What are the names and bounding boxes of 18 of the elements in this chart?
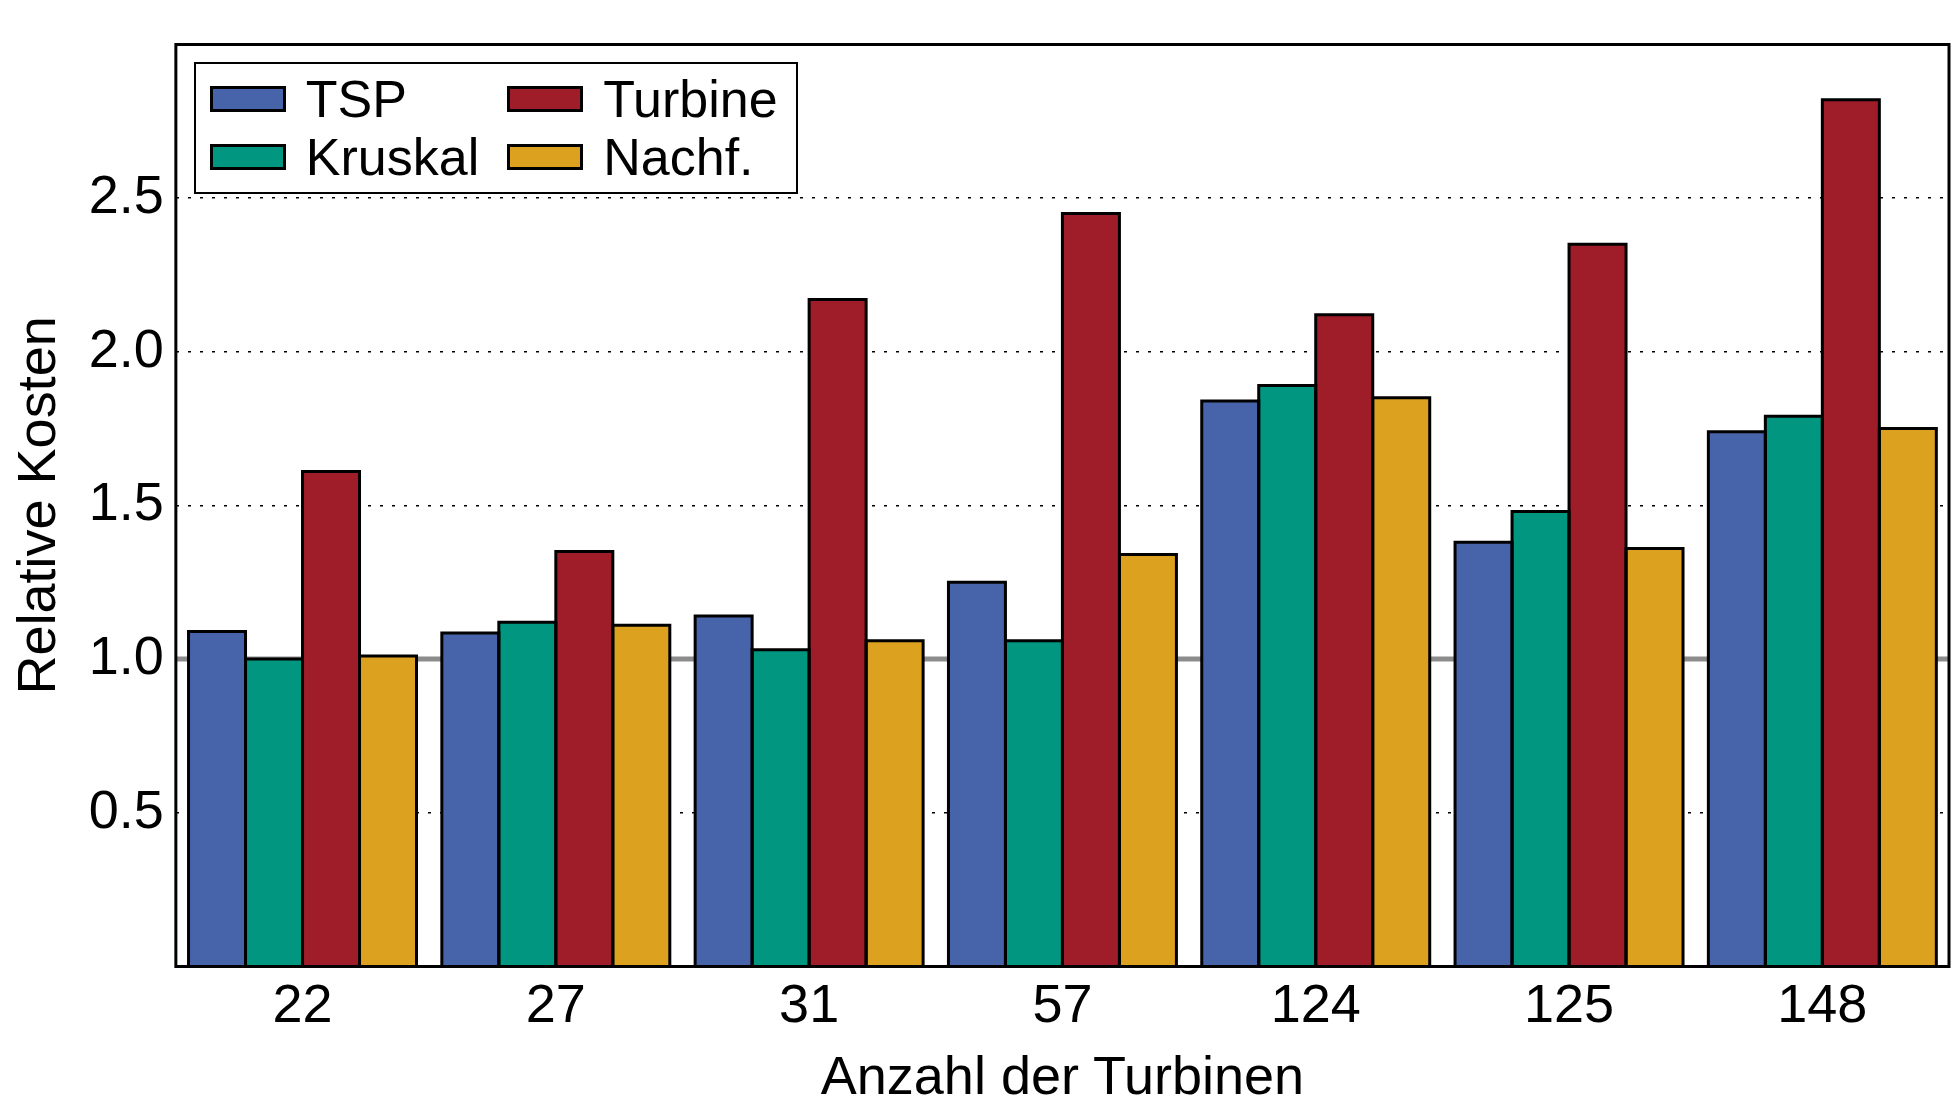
y-tick-label: 2.0 — [88, 317, 164, 378]
x-tick-label: 148 — [1777, 972, 1868, 1033]
y-tick-label: 1.0 — [88, 624, 164, 685]
y-tick-label: 0.5 — [88, 778, 164, 839]
x-tick-label: 125 — [1523, 972, 1615, 1033]
y-tick-label: 2.5 — [88, 163, 164, 224]
legend-label: Turbine — [603, 70, 778, 129]
x-tick-label: 124 — [1270, 972, 1361, 1033]
x-tick-label: 31 — [779, 972, 840, 1033]
x-tick-label: 57 — [1032, 972, 1093, 1033]
x-tick-label: 27 — [525, 972, 586, 1033]
legend-label: Nachf. — [603, 128, 754, 187]
y-tick-label: 1.5 — [88, 471, 164, 532]
x-tick-label: 22 — [272, 972, 333, 1033]
x-axis-title: Anzahl der Turbinen — [820, 1045, 1305, 1106]
legend-label: TSP — [305, 70, 407, 129]
legend-label: Kruskal — [305, 128, 480, 187]
y-axis-title: Relative Kosten — [6, 316, 67, 695]
